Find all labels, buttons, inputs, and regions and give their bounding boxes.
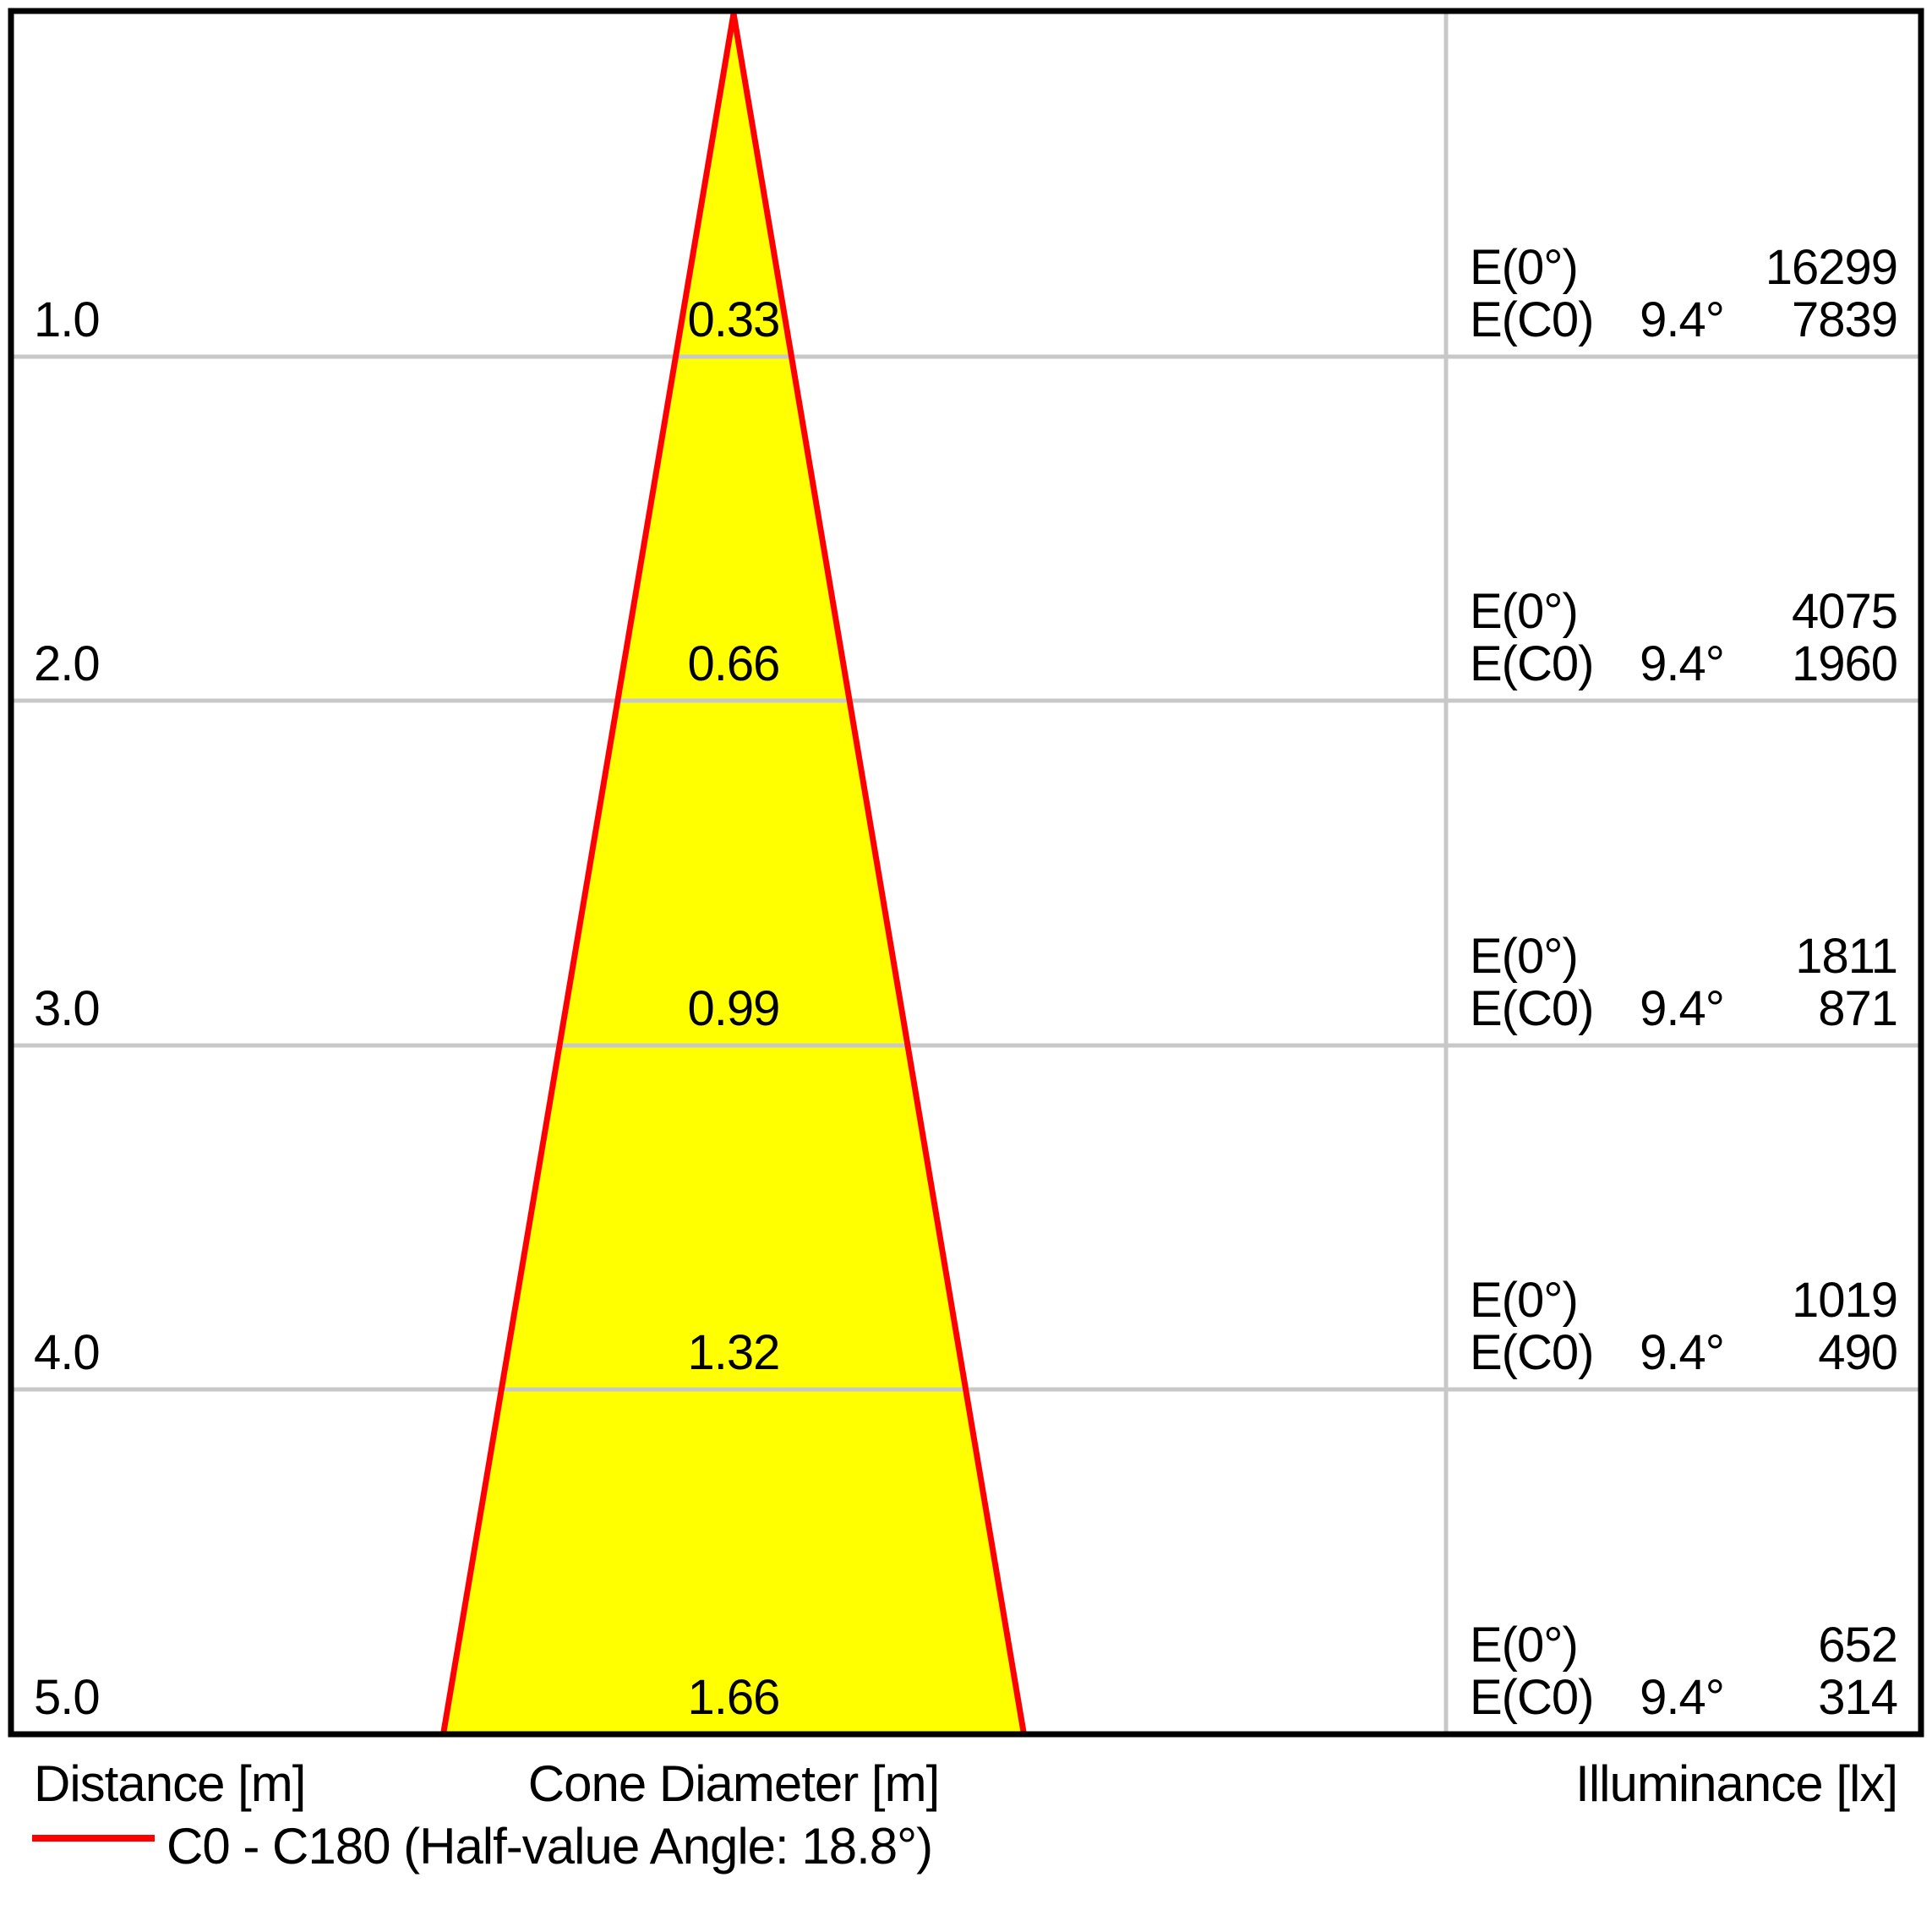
- ec0-angle: 9.4°: [1640, 636, 1725, 691]
- cone-diameter-value: 1.32: [687, 1325, 781, 1380]
- e0-value: 1019: [1791, 1273, 1898, 1328]
- ec0-angle: 9.4°: [1640, 981, 1725, 1036]
- ec0-value: 7839: [1791, 292, 1898, 347]
- ec0-label: E(C0): [1470, 1325, 1594, 1380]
- ec0-label: E(C0): [1470, 1670, 1594, 1725]
- e0-label: E(0°): [1470, 1273, 1579, 1328]
- cone-diameter-value: 0.99: [687, 981, 781, 1036]
- axis-label-cone-diameter: Cone Diameter [m]: [527, 1755, 941, 1812]
- ec0-angle: 9.4°: [1640, 1670, 1725, 1725]
- distance-label: 1.0: [34, 292, 101, 347]
- e0-value: 16299: [1765, 240, 1898, 295]
- distance-label: 2.0: [34, 636, 101, 691]
- e0-label: E(0°): [1470, 1618, 1579, 1673]
- ec0-angle: 9.4°: [1640, 292, 1725, 347]
- distance-label: 4.0: [34, 1325, 101, 1380]
- distance-label: 3.0: [34, 981, 101, 1036]
- ec0-value: 490: [1818, 1325, 1898, 1380]
- cone-diameter-value: 0.66: [687, 636, 781, 691]
- distance-label: 5.0: [34, 1670, 101, 1725]
- axis-label-illuminance: Illuminance [lx]: [1575, 1755, 1898, 1812]
- ec0-value: 871: [1818, 981, 1898, 1036]
- ec0-label: E(C0): [1470, 981, 1594, 1036]
- ec0-value: 1960: [1791, 636, 1898, 691]
- cone-diameter-value: 0.33: [687, 292, 781, 347]
- ec0-label: E(C0): [1470, 636, 1594, 691]
- cone-diameter-value: 1.66: [687, 1670, 781, 1725]
- e0-label: E(0°): [1470, 929, 1579, 984]
- plot-border: [8, 8, 1924, 1738]
- legend-label: C0 - C180 (Half-value Angle: 18.8°): [166, 1818, 933, 1875]
- light-cone-fill: [444, 14, 1023, 1732]
- legend-line-sample: [32, 1835, 155, 1842]
- e0-label: E(0°): [1470, 584, 1579, 639]
- axis-label-distance: Distance [m]: [34, 1755, 306, 1812]
- ec0-angle: 9.4°: [1640, 1325, 1725, 1380]
- e0-value: 4075: [1791, 584, 1898, 639]
- e0-label: E(0°): [1470, 240, 1579, 295]
- e0-value: 1811: [1795, 929, 1898, 984]
- ec0-label: E(C0): [1470, 292, 1594, 347]
- e0-value: 652: [1818, 1618, 1898, 1673]
- ec0-value: 314: [1818, 1670, 1898, 1725]
- grid-lines: [14, 14, 1918, 1732]
